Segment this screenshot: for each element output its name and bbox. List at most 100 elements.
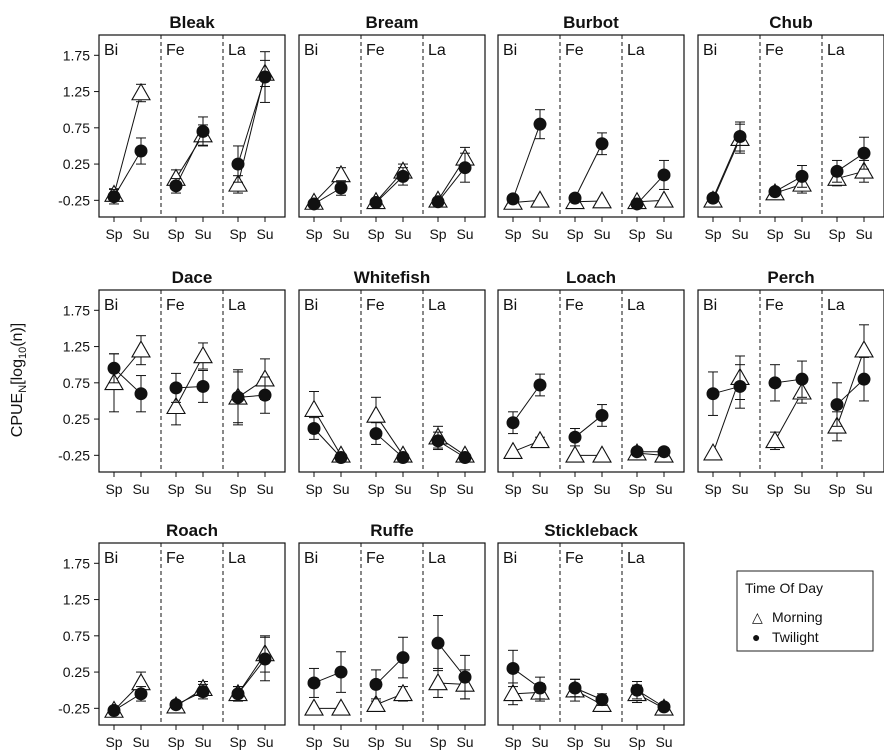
twilight-line: [636, 174, 665, 205]
y-tick-label: -0.25: [58, 192, 90, 208]
x-tick-label: Su: [855, 481, 872, 497]
y-tick-label: 0.75: [63, 375, 90, 391]
group-label: La: [228, 550, 246, 567]
morning-point: [765, 430, 785, 449]
panel-title: Loach: [566, 268, 616, 287]
x-tick-label: Sp: [704, 226, 721, 242]
twilight-point: [568, 681, 582, 695]
x-tick-label: Su: [256, 481, 273, 497]
group-label: Fe: [765, 42, 784, 59]
twilight-line: [175, 131, 204, 187]
x-tick-label: Su: [655, 226, 672, 242]
twilight-point: [630, 197, 644, 211]
group-label: Bi: [104, 42, 118, 59]
morning-point: [166, 396, 186, 415]
twilight-point: [431, 195, 445, 209]
x-tick-label: Sp: [167, 734, 184, 750]
y-tick-label: -0.25: [58, 447, 90, 463]
panel-bream: Bream Bi Fe La Sp Su Sp Su Sp Su: [298, 13, 486, 242]
morning-point: [366, 405, 386, 423]
y-tick-label: 1.75: [63, 555, 90, 571]
panel-roach: Roach Bi Fe La -0.25 0.25 0.75 1.25 1.75 Sp Su Sp Su…: [58, 521, 286, 750]
panel-title: Whitefish: [354, 268, 431, 287]
twilight-point: [307, 197, 321, 211]
twilight-point: [396, 450, 410, 464]
x-tick-label: Sp: [504, 734, 521, 750]
group-label: Fe: [366, 42, 385, 59]
morning-line: [836, 350, 865, 427]
x-tick-label: Sp: [367, 481, 384, 497]
twilight-point: [196, 685, 210, 699]
group-label: Fe: [166, 550, 185, 567]
group-label: La: [827, 42, 845, 59]
group-label: Fe: [366, 297, 385, 314]
twilight-point: [506, 192, 520, 206]
group-label: Bi: [104, 550, 118, 567]
x-tick-label: Sp: [167, 226, 184, 242]
twilight-point: [396, 169, 410, 183]
group-label: La: [627, 550, 645, 567]
twilight-line: [512, 384, 541, 423]
twilight-point: [857, 372, 871, 386]
twilight-point: [134, 687, 148, 701]
group-label: La: [428, 297, 446, 314]
legend-morning-icon: △: [752, 609, 763, 625]
x-tick-label: Su: [593, 481, 610, 497]
twilight-point: [396, 651, 410, 665]
group-label: La: [827, 297, 845, 314]
x-tick-label: Sp: [167, 481, 184, 497]
group-label: Fe: [565, 297, 584, 314]
x-tick-label: Sp: [229, 226, 246, 242]
x-tick-label: Su: [332, 226, 349, 242]
y-tick-label: 1.75: [63, 47, 90, 63]
morning-point: [366, 694, 386, 712]
panel-frame: [98, 34, 286, 218]
twilight-point: [857, 146, 871, 160]
morning-point: [530, 430, 550, 449]
twilight-point: [231, 157, 245, 171]
x-tick-label: Sp: [105, 481, 122, 497]
x-tick-label: Sp: [429, 734, 446, 750]
twilight-line: [237, 658, 266, 695]
twilight-line: [512, 124, 541, 200]
twilight-point: [196, 124, 210, 138]
twilight-point: [795, 169, 809, 183]
x-tick-label: Su: [394, 226, 411, 242]
x-tick-label: Sp: [305, 226, 322, 242]
group-label: Fe: [166, 42, 185, 59]
twilight-point: [630, 445, 644, 459]
x-tick-label: Su: [394, 481, 411, 497]
y-axis-label: CPUEN[log10(n)]: [9, 323, 29, 437]
panel-stickleback: Stickleback Bi Fe La Sp Su Sp Su Sp Su: [497, 521, 685, 750]
twilight-point: [458, 670, 472, 684]
morning-point: [703, 443, 723, 461]
twilight-point: [169, 179, 183, 193]
x-tick-label: Su: [456, 734, 473, 750]
panel-title: Bleak: [169, 13, 215, 32]
x-tick-label: Sp: [105, 226, 122, 242]
panel-bleak: Bleak Bi Fe La -0.25 0.25 0.75 1.25 1.75 Sp Su Sp Su…: [58, 13, 286, 242]
y-tick-label: 0.75: [63, 628, 90, 644]
group-label: Fe: [166, 297, 185, 314]
twilight-point: [107, 361, 121, 375]
twilight-point: [258, 70, 272, 84]
x-tick-label: Su: [793, 481, 810, 497]
morning-point: [428, 672, 448, 691]
morning-point: [854, 161, 874, 179]
morning-line: [175, 355, 204, 407]
panel-whitefish: Whitefish Bi Fe La Sp Su Sp Su Sp Su: [298, 268, 486, 497]
twilight-point: [830, 164, 844, 178]
x-tick-label: Su: [256, 226, 273, 242]
x-tick-label: Su: [731, 481, 748, 497]
twilight-point: [334, 665, 348, 679]
x-tick-label: Sp: [566, 226, 583, 242]
morning-point: [331, 164, 351, 183]
twilight-point: [196, 379, 210, 393]
group-label: Bi: [503, 297, 517, 314]
y-tick-label: 0.25: [63, 664, 90, 680]
group-label: La: [627, 42, 645, 59]
y-tick-label: 0.25: [63, 156, 90, 172]
twilight-line: [712, 136, 741, 199]
x-tick-label: Su: [194, 734, 211, 750]
